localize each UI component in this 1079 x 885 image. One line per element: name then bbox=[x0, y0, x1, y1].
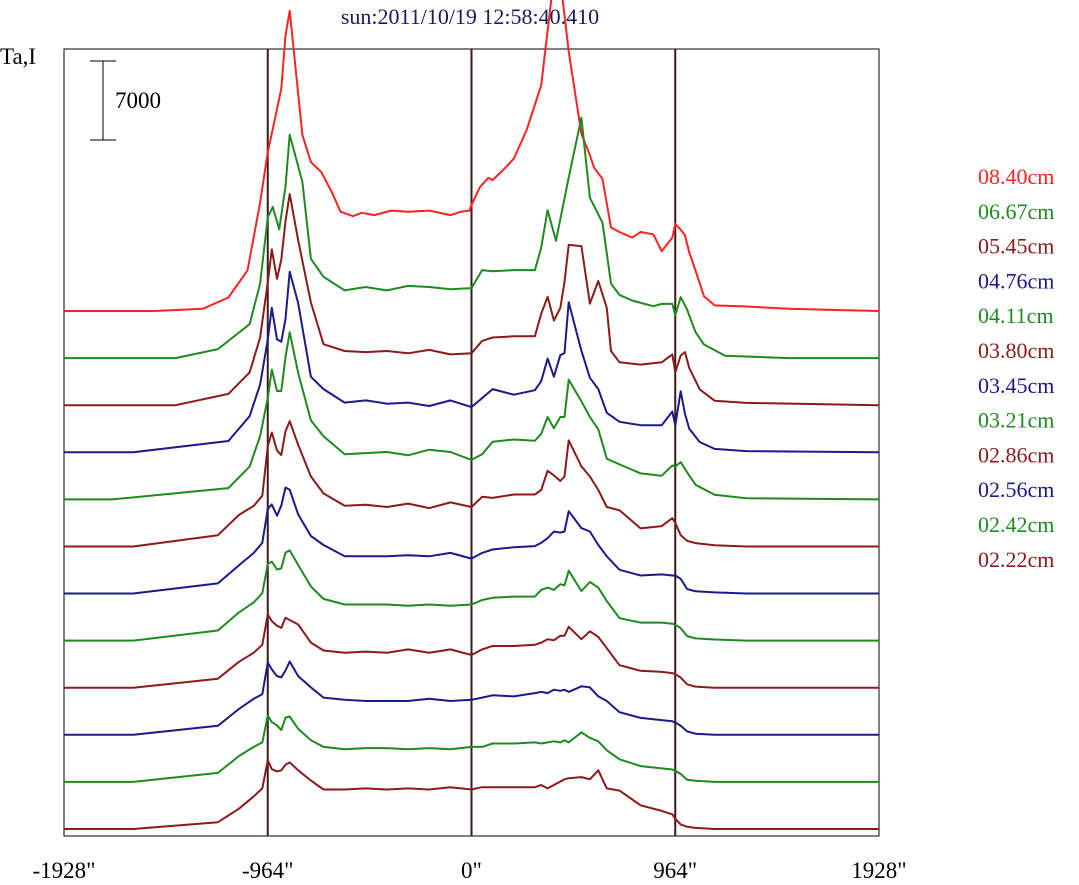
series-line-04-11cm bbox=[64, 331, 880, 501]
chart-title: sun:2011/10/19 12:58:40.410 bbox=[341, 4, 599, 29]
legend-item: 03.80cm bbox=[978, 338, 1054, 363]
legend-item: 02.22cm bbox=[978, 547, 1054, 572]
series-layer bbox=[64, 0, 880, 830]
legend-item: 04.76cm bbox=[978, 268, 1054, 293]
x-tick-label: 0" bbox=[461, 858, 482, 883]
limb-lines bbox=[266, 49, 677, 836]
legend-item: 02.86cm bbox=[978, 442, 1054, 467]
series-line-05-45cm bbox=[64, 193, 880, 407]
x-tick-labels: -1928" -964" 0" 964" 1928" bbox=[32, 858, 906, 883]
series-line-08-40cm bbox=[64, 0, 880, 312]
legend-item: 06.67cm bbox=[978, 199, 1054, 224]
x-tick-label: -964" bbox=[242, 858, 294, 883]
series-line-02-42cm bbox=[64, 714, 879, 783]
series-line-03-45cm bbox=[64, 486, 879, 595]
legend-item: 02.42cm bbox=[978, 512, 1054, 537]
scale-bar: 7000 bbox=[90, 60, 161, 141]
series-line-06-67cm bbox=[64, 116, 879, 360]
legend-item: 04.11cm bbox=[978, 303, 1054, 328]
series-line-03-21cm bbox=[64, 549, 879, 642]
series-line-02-22cm bbox=[64, 759, 879, 830]
legend-item: 08.40cm bbox=[978, 164, 1054, 189]
legend-item: 05.45cm bbox=[978, 234, 1054, 259]
legend-item: 03.45cm bbox=[978, 373, 1054, 398]
series-line-02-56cm bbox=[64, 660, 879, 736]
legend-item: 02.56cm bbox=[978, 477, 1054, 502]
series-line-02-86cm bbox=[64, 613, 879, 689]
series-line-03-80cm bbox=[64, 420, 879, 548]
legend-item: 03.21cm bbox=[978, 408, 1054, 433]
series-line-04-76cm bbox=[64, 270, 880, 454]
x-tick-label: 1928" bbox=[851, 858, 906, 883]
x-tick-label: 964" bbox=[653, 858, 697, 883]
scale-bar-label: 7000 bbox=[115, 88, 161, 113]
legend: 08.40cm 06.67cm 05.45cm 04.76cm 04.11cm 03.80… bbox=[978, 164, 1054, 572]
y-axis-label: Ta,I bbox=[0, 44, 36, 69]
x-tick-label: -1928" bbox=[32, 858, 95, 883]
